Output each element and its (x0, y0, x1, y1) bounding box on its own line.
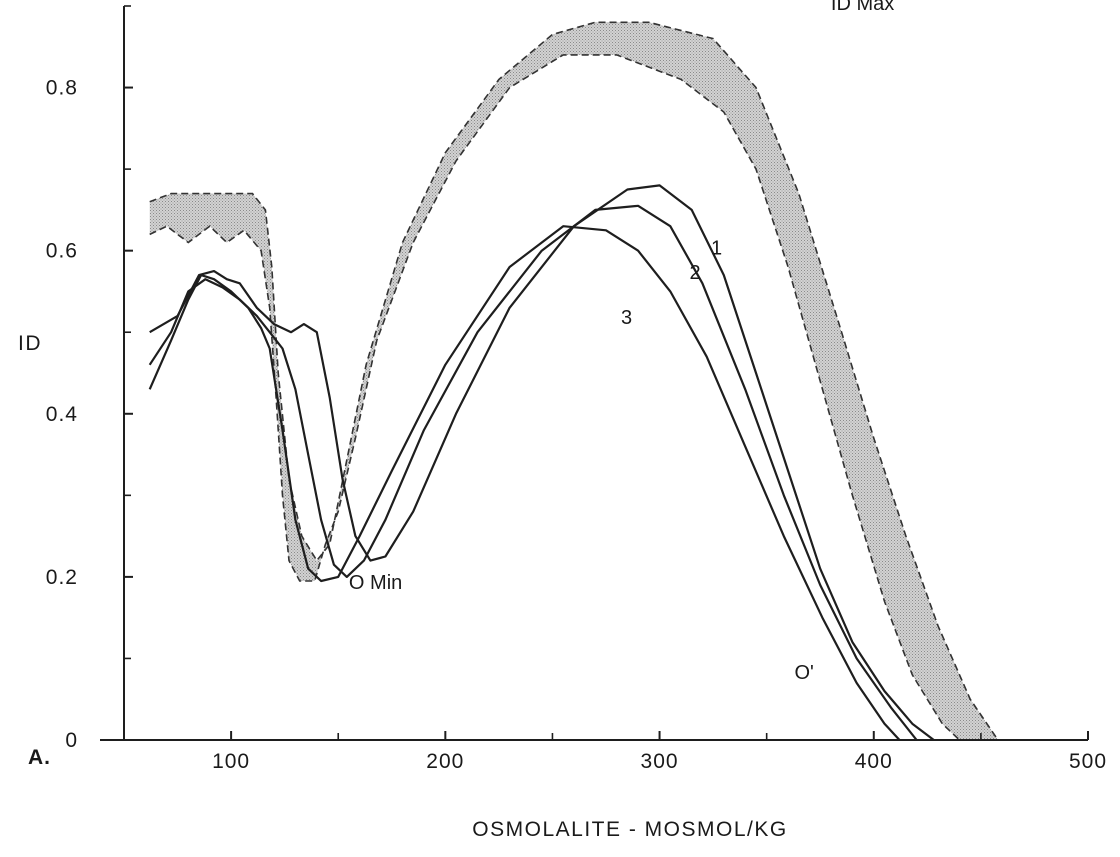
y-axis-title: ID (18, 332, 42, 355)
y-tick-label-0.6: 0.6 (46, 240, 78, 263)
band-fill (149, 22, 998, 741)
x-tick-label-400: 400 (855, 750, 893, 773)
annotation-2: O' (795, 662, 814, 684)
annotation-1: O Min (349, 572, 402, 594)
band-lower-bound (149, 54, 961, 741)
x-tick-label-300: 300 (641, 750, 679, 773)
x-tick-label-500: 500 (1069, 750, 1107, 773)
series-layer (148, 184, 935, 741)
x-tick-label-200: 200 (426, 750, 464, 773)
annotation-layer: ID Max O Min O' 12 3 (349, 0, 894, 684)
annotation-4: 2 (690, 262, 701, 284)
x-tick-label-100: 100 (212, 750, 250, 773)
annotation-0: ID Max (831, 0, 894, 15)
annotation-3: 1 (711, 238, 722, 260)
y-tick-label-0.2: 0.2 (46, 566, 78, 589)
band-upper-bound (149, 21, 999, 741)
series-line-1 (149, 184, 935, 741)
y-tick-label-0: 0 (65, 729, 78, 752)
panel-label: A. (28, 746, 51, 769)
axes (100, 6, 1088, 741)
annotation-5: 3 (621, 307, 632, 329)
x-axis-title: OSMOLALITE - MOSMOL/KG (472, 818, 787, 841)
series-line-3 (148, 225, 901, 741)
tick-layer: 100 200 300 400 500 0 0.2 0.4 0.6 0.8 (46, 5, 1107, 773)
y-tick-label-0.4: 0.4 (46, 403, 78, 426)
band-layer (149, 21, 999, 741)
y-tick-label-0.8: 0.8 (46, 77, 78, 100)
